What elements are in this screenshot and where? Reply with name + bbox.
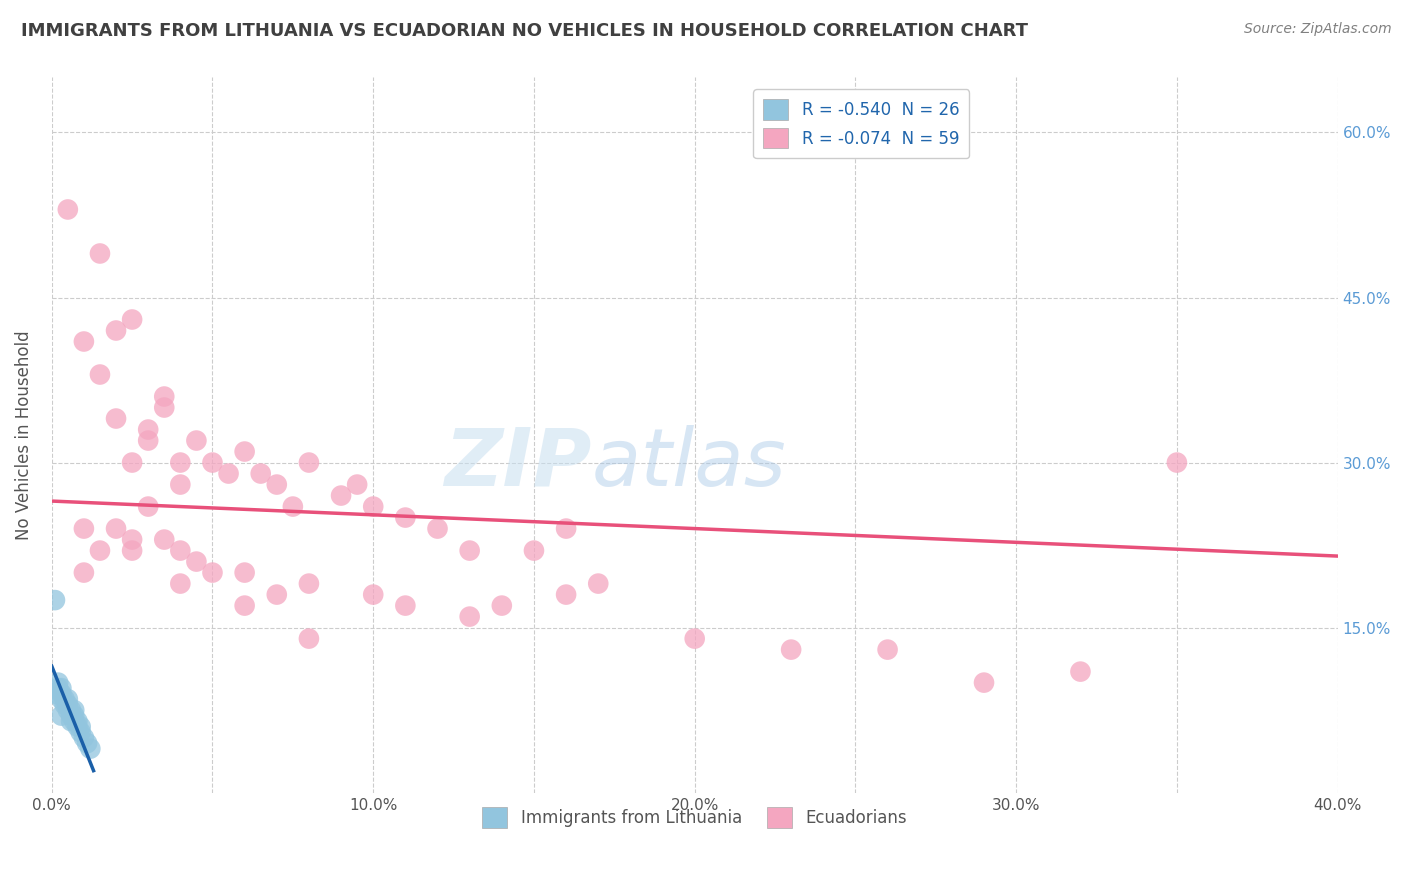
Point bbox=[53, 692, 76, 706]
Point bbox=[105, 411, 128, 425]
Point bbox=[121, 312, 143, 326]
Point bbox=[136, 423, 159, 437]
Point bbox=[51, 681, 73, 695]
Point bbox=[46, 675, 69, 690]
Point bbox=[63, 708, 86, 723]
Point bbox=[44, 687, 66, 701]
Point bbox=[73, 731, 96, 745]
Point bbox=[201, 566, 224, 580]
Point bbox=[51, 708, 73, 723]
Point bbox=[330, 489, 353, 503]
Point bbox=[121, 456, 143, 470]
Point bbox=[89, 246, 111, 260]
Text: atlas: atlas bbox=[592, 425, 786, 503]
Point bbox=[51, 692, 73, 706]
Point bbox=[361, 500, 384, 514]
Point bbox=[56, 698, 79, 712]
Point bbox=[281, 500, 304, 514]
Point bbox=[105, 522, 128, 536]
Point bbox=[346, 477, 368, 491]
Point bbox=[780, 642, 803, 657]
Point bbox=[394, 599, 416, 613]
Point bbox=[458, 543, 481, 558]
Point bbox=[136, 500, 159, 514]
Point bbox=[69, 725, 91, 739]
Point bbox=[76, 736, 98, 750]
Point bbox=[1069, 665, 1091, 679]
Point bbox=[426, 522, 449, 536]
Point bbox=[555, 588, 578, 602]
Point bbox=[63, 714, 86, 728]
Point bbox=[89, 368, 111, 382]
Point bbox=[491, 599, 513, 613]
Point bbox=[73, 522, 96, 536]
Point bbox=[105, 324, 128, 338]
Point bbox=[186, 434, 208, 448]
Point bbox=[169, 543, 191, 558]
Point bbox=[361, 588, 384, 602]
Point bbox=[66, 720, 89, 734]
Point bbox=[56, 703, 79, 717]
Point bbox=[266, 477, 288, 491]
Point bbox=[249, 467, 271, 481]
Point bbox=[153, 401, 176, 415]
Point bbox=[298, 456, 321, 470]
Point bbox=[201, 456, 224, 470]
Point bbox=[523, 543, 546, 558]
Point bbox=[876, 642, 898, 657]
Point bbox=[73, 566, 96, 580]
Point bbox=[169, 576, 191, 591]
Point bbox=[233, 599, 256, 613]
Point bbox=[56, 692, 79, 706]
Point bbox=[69, 720, 91, 734]
Y-axis label: No Vehicles in Household: No Vehicles in Household bbox=[15, 330, 32, 540]
Point bbox=[63, 703, 86, 717]
Point bbox=[153, 390, 176, 404]
Point bbox=[683, 632, 706, 646]
Point bbox=[233, 566, 256, 580]
Point bbox=[586, 576, 609, 591]
Point bbox=[298, 576, 321, 591]
Legend: Immigrants from Lithuania, Ecuadorians: Immigrants from Lithuania, Ecuadorians bbox=[475, 801, 914, 834]
Point bbox=[53, 698, 76, 712]
Point bbox=[121, 533, 143, 547]
Point bbox=[44, 593, 66, 607]
Point bbox=[136, 434, 159, 448]
Point bbox=[73, 334, 96, 349]
Point bbox=[56, 202, 79, 217]
Point bbox=[89, 543, 111, 558]
Point bbox=[169, 456, 191, 470]
Point bbox=[394, 510, 416, 524]
Point bbox=[60, 708, 83, 723]
Point bbox=[169, 477, 191, 491]
Point bbox=[298, 632, 321, 646]
Point bbox=[555, 522, 578, 536]
Point bbox=[1166, 456, 1188, 470]
Point bbox=[66, 714, 89, 728]
Point bbox=[51, 687, 73, 701]
Text: IMMIGRANTS FROM LITHUANIA VS ECUADORIAN NO VEHICLES IN HOUSEHOLD CORRELATION CHA: IMMIGRANTS FROM LITHUANIA VS ECUADORIAN … bbox=[21, 22, 1028, 40]
Point bbox=[60, 714, 83, 728]
Point bbox=[218, 467, 240, 481]
Point bbox=[79, 741, 101, 756]
Point bbox=[153, 533, 176, 547]
Point bbox=[186, 555, 208, 569]
Point bbox=[46, 681, 69, 695]
Point bbox=[973, 675, 995, 690]
Text: Source: ZipAtlas.com: Source: ZipAtlas.com bbox=[1244, 22, 1392, 37]
Point bbox=[60, 703, 83, 717]
Point bbox=[233, 444, 256, 458]
Point bbox=[458, 609, 481, 624]
Point bbox=[121, 543, 143, 558]
Text: ZIP: ZIP bbox=[444, 425, 592, 503]
Point bbox=[266, 588, 288, 602]
